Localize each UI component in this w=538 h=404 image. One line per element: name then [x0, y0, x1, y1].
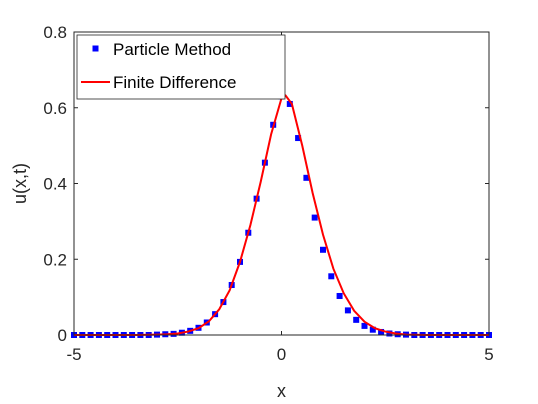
y-tick-label: 0.8	[43, 23, 67, 42]
particle-point	[336, 292, 343, 299]
particle-point	[361, 322, 368, 329]
particle-point	[353, 316, 360, 323]
legend: Particle Method Finite Difference	[76, 34, 286, 100]
y-axis-label: u(x,t)	[10, 163, 30, 204]
particle-point	[295, 135, 302, 142]
particle-point	[344, 307, 351, 314]
y-tick-label: 0	[58, 326, 67, 345]
particle-point	[303, 174, 310, 181]
particle-point	[386, 330, 393, 337]
particle-point	[378, 328, 385, 335]
legend-label-finite: Finite Difference	[113, 73, 236, 92]
legend-box	[76, 34, 286, 100]
particle-point	[320, 246, 326, 253]
y-tick-label: 0.6	[43, 99, 67, 118]
particle-point	[328, 273, 335, 280]
y-tick-label: 0.2	[43, 250, 67, 269]
x-axis-label: x	[277, 381, 286, 401]
axis-ticks: -5 0 500.20.40.60.8	[43, 23, 493, 364]
particle-point	[286, 100, 293, 107]
particle-point	[369, 326, 376, 333]
x-tick-label: 0	[277, 345, 286, 364]
legend-marker-particle	[92, 45, 99, 52]
x-tick-label: -5	[66, 345, 81, 364]
x-tick-label: 5	[484, 345, 493, 364]
legend-label-particle: Particle Method	[113, 40, 231, 59]
particle-point	[311, 214, 318, 221]
y-tick-label: 0.4	[43, 175, 67, 194]
